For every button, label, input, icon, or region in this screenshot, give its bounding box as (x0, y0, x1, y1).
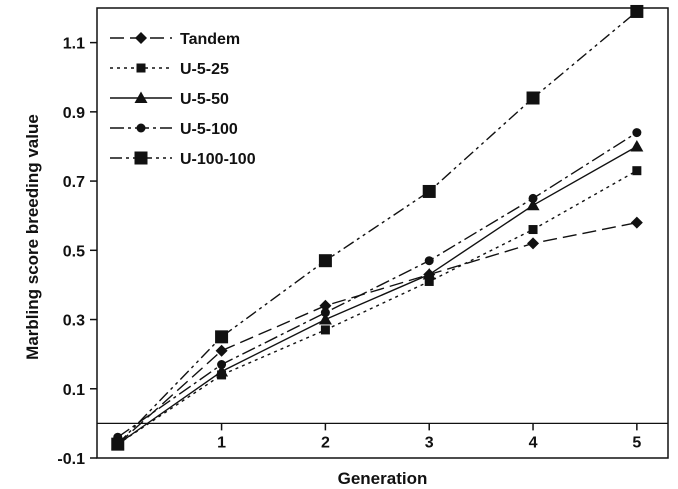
x-tick-label: 5 (632, 434, 641, 451)
legend-item: Tandem (110, 31, 240, 48)
legend-item: U-100-100 (110, 151, 256, 168)
legend-label: U-5-100 (180, 121, 238, 138)
legend-item: U-5-100 (110, 121, 238, 138)
data-point-triangle (318, 313, 332, 325)
data-point-square-large (215, 330, 229, 344)
x-tick-label: 1 (217, 434, 226, 451)
series-line (117, 221, 637, 445)
x-tick-label: 4 (529, 434, 538, 451)
y-axis: -0.1 0.1 0.3 0.5 0.7 0.9 1.1 (57, 36, 97, 468)
series-u-5-25 (113, 166, 642, 449)
data-point-triangle (630, 139, 644, 152)
series-tandem (111, 216, 643, 451)
data-point-diamond (215, 344, 228, 357)
y-tick-label: 0.9 (63, 105, 85, 122)
data-point-triangle (526, 198, 540, 211)
data-point-circle (424, 256, 434, 266)
legend-label: Tandem (180, 31, 240, 48)
data-point-circle (632, 128, 642, 138)
data-point-circle (320, 308, 330, 318)
data-point-circle (528, 193, 538, 203)
data-point-diamond (319, 299, 332, 312)
data-point-square-large (318, 254, 332, 268)
data-point-triangle (215, 364, 229, 377)
data-point-square (320, 325, 330, 335)
data-point-square-large (111, 437, 125, 451)
series-line (117, 132, 638, 438)
data-point-square-large (526, 91, 540, 105)
data-point-triangle (422, 268, 436, 280)
data-point-diamond (630, 216, 643, 229)
plot-border (96, 7, 669, 459)
data-point-circle (136, 123, 146, 133)
series-u-5-50 (111, 139, 644, 450)
series-u-100-100 (111, 4, 644, 451)
y-tick-label: 0.5 (63, 243, 85, 260)
series-layer (111, 4, 644, 451)
data-point-square (632, 166, 642, 176)
data-point-triangle (134, 91, 148, 103)
data-point-circle (217, 360, 227, 370)
series-line (117, 145, 638, 445)
y-tick-label: 0.1 (63, 382, 85, 399)
y-axis-title: Marbling score breeding value (23, 114, 42, 360)
y-tick-label: -0.1 (57, 451, 85, 468)
x-axis-title: Generation (338, 469, 428, 488)
y-tick-label: 0.3 (63, 313, 85, 330)
y-tick-label: 0.7 (63, 174, 85, 191)
series-u-5-100 (113, 128, 642, 442)
legend: Tandem U-5-25 U-5-50 U-5-100 U-100-100 (110, 31, 256, 168)
legend-item: U-5-25 (110, 61, 229, 78)
x-tick-label: 2 (321, 434, 330, 451)
legend-label: U-5-25 (180, 61, 229, 78)
data-point-diamond (135, 32, 147, 44)
data-point-diamond (527, 237, 540, 250)
y-tick-label: 1.1 (63, 36, 85, 53)
data-point-square-large (134, 151, 148, 165)
plot-frame (96, 7, 669, 459)
data-point-square-large (630, 4, 644, 18)
legend-item: U-5-50 (110, 91, 229, 108)
data-point-square (136, 63, 146, 73)
data-point-square-large (422, 184, 436, 198)
series-line (117, 170, 638, 445)
series-line (117, 10, 638, 445)
x-tick-label: 3 (425, 434, 434, 451)
data-point-square (424, 276, 434, 286)
legend-label: U-100-100 (180, 151, 256, 168)
legend-label: U-5-50 (180, 91, 229, 108)
data-point-square (528, 225, 538, 235)
x-axis: 1 2 3 4 5 (217, 423, 641, 451)
